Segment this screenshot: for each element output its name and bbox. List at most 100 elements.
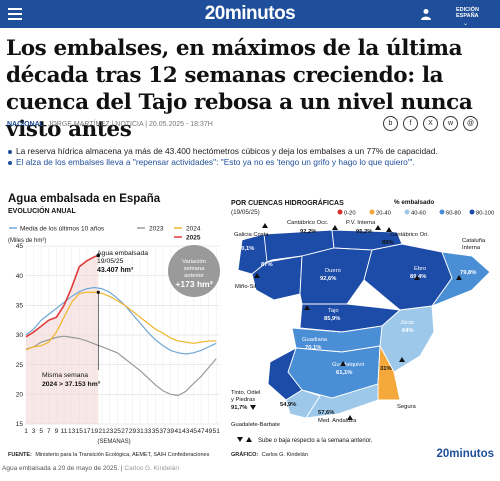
value-duero: 92,6% [320,276,336,282]
publish-date: NOTICIA | 20.05.2025 - 18:37H [115,121,213,128]
spain-map [237,229,491,419]
legend-swatch [369,209,375,215]
y-tick-label: 45 [16,243,24,250]
legend-2024: 2024 [186,226,201,233]
menu-icon[interactable] [8,8,22,20]
chart-series [25,254,217,424]
label-segura: Segura [397,404,416,410]
caption-credit: Carlos G. Kindelán [124,465,179,472]
map-date: (19/05/25) [231,209,260,216]
x-tick-label: 25 [114,428,122,435]
series-media [25,286,217,355]
y-tick-label: 30 [16,332,24,339]
label-guadalete-barbate: Guadalete-Barbate [231,422,280,428]
label-jucar: Júcar [400,320,414,326]
x-tick-label: 19 [91,428,99,435]
edition-selector[interactable]: EDICIÓN ESPAÑA [456,7,479,19]
legend-swatch [337,209,343,215]
y-tick-label: 20 [16,392,24,399]
annotation-current-value: 43.407 hm³ [97,267,134,274]
arrow-up-icon [347,415,353,420]
infographic-logo: 20minutos [436,448,494,460]
legend-2023: 2023 [149,226,164,233]
whatsapp-icon[interactable]: w [443,116,458,131]
article-headline: Los embalses, en máximos de la última dé… [6,36,473,142]
value-ebro: 89,4% [410,274,426,280]
article-byline: NACIONAL JORGE MARTÍNEZ | NOTICIA | 20.0… [7,121,213,128]
x-tick-label: 35 [152,428,160,435]
series-2025-area [26,255,99,424]
arrow-up-icon [414,275,420,280]
annotation-prev-value: 2024 > 37.153 hm³ [42,381,101,388]
chart-title: Agua embalsada en España [8,193,161,205]
x-axis-label: (SEMANAS) [97,439,130,445]
legend-swatch [404,209,410,215]
label-cantabrico-occ: Cantábrico Occ. [287,220,329,226]
series-2025 [25,254,99,338]
map-title: POR CUENCAS HIDROGRÁFICAS [231,198,344,207]
bubble-label-1: Variación [182,259,206,265]
x-tick-label: 9 [55,428,59,435]
x-tick-label: 11 [61,428,68,435]
y-axis-units: (Miles de hm³) [8,238,46,244]
legend-swatch [439,209,445,215]
summary-bullet: La reserva hídrica almacena ya más de 43… [7,146,495,157]
label-guadiana: Guadiana [302,337,328,343]
graphic-label: GRÁFICO: [231,451,258,458]
y-tick-label: 35 [16,303,24,310]
graphic-credit: Carlos G. Kindelán [262,452,308,458]
label-mino-sil: Miño-Sil [235,284,256,290]
legend-2025: 2025 [186,235,201,242]
label-pv-interna: P.V. Interna [346,220,376,226]
bluesky-icon[interactable]: b [383,116,398,131]
legend-range-label: 80-100 [476,211,494,217]
email-icon[interactable]: @ [463,116,478,131]
top-bar: 20minutos EDICIÓN ESPAÑA ⌄ [0,0,500,28]
value-guadalquivir: 61,1% [336,370,352,376]
site-logo[interactable]: 20minutos [204,3,296,24]
value-cantabrico-ori: 89% [382,240,394,246]
edition-label: EDICIÓN [456,7,479,13]
series-2024 [25,291,217,351]
x-tick-label: 39 [167,428,175,435]
value-guadalete-barbate: 54,9% [280,402,296,408]
user-icon[interactable] [420,8,432,20]
value-mino-sil: 87% [261,262,273,268]
section-tag[interactable]: NACIONAL [7,121,44,128]
label-med-andaluza: Med. Andaluza [318,418,357,424]
x-tick-label: 51 [213,428,221,435]
bubble-label-3: anterior [184,273,204,279]
label-ebro: Ebro [414,266,426,272]
facebook-icon[interactable]: f [403,116,418,131]
author-name[interactable]: JORGE MARTÍNEZ [47,121,110,128]
x-tick-label: 27 [121,428,129,435]
region-med-andaluza [301,383,379,419]
label-cataluna-interna-1: Cataluña [462,238,486,244]
trend-arrows [250,223,462,420]
legend-media: Media de los últimos 10 años [20,226,105,233]
value-segura: 31% [380,366,392,372]
legend-range-label: 0-20 [344,211,356,217]
value-cataluna-interna: 79,8% [460,270,476,276]
x-tick-label: 43 [182,428,190,435]
x-tick-label: 49 [205,428,213,435]
arrow-up-icon [332,225,338,230]
arrow-down-icon [250,405,256,410]
caption-text: Agua embalsada a 20 de mayo de 2025. [2,465,120,472]
x-tick-label: 45 [190,428,198,435]
annotation-prev-label: Misma semana [42,372,88,379]
x-tick-label: 47 [197,428,205,435]
annotation-current-date: 19/05/25 [97,258,124,265]
chevron-down-icon[interactable]: ⌄ [463,21,469,27]
trend-legend-icon [237,437,252,442]
infographic-image[interactable]: Agua embalsada en España EVOLUCIÓN ANUAL… [2,186,498,460]
current-point [96,253,101,258]
label-tinto-1: Tinto, Odiel [231,390,260,396]
summary-bullet-link[interactable]: El alza de los embalses lleva a "repensa… [7,157,495,168]
x-tick-label: 23 [106,428,114,435]
x-tick-label: 29 [129,428,137,435]
label-tinto-2: y Piedras [231,397,255,403]
x-icon[interactable]: X [423,116,438,131]
map-labels: Galicia Costa 80,1% 87% Miño-Sil Cantábr… [231,220,486,428]
